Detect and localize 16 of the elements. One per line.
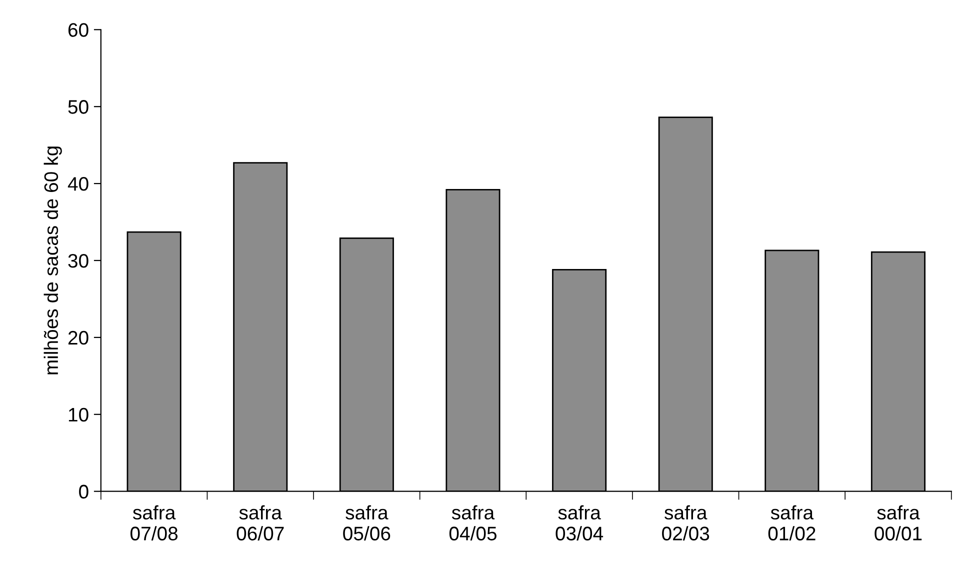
y-axis-title: milhões de sacas de 60 kg xyxy=(44,146,62,374)
x-tick-label: safra 01/02 xyxy=(768,505,816,540)
x-tick-label: safra 07/08 xyxy=(130,505,178,540)
y-tick-label: 20 xyxy=(68,330,88,345)
x-tick-label: safra 00/01 xyxy=(874,505,922,540)
x-tick-label: safra 04/05 xyxy=(449,505,497,540)
y-tick-label: 10 xyxy=(68,408,88,422)
x-tick-label: safra 05/06 xyxy=(343,505,390,540)
x-tick-label: safra 02/03 xyxy=(662,505,710,540)
y-tick-label: 50 xyxy=(68,100,88,114)
y-tick-label: 0 xyxy=(79,484,88,499)
y-tick-label: 40 xyxy=(68,177,88,191)
x-tick-label: safra 06/07 xyxy=(236,505,284,540)
y-tick-label: 30 xyxy=(68,254,88,268)
x-tick-label: safra 03/04 xyxy=(556,505,604,540)
y-tick-label: 60 xyxy=(68,23,88,37)
